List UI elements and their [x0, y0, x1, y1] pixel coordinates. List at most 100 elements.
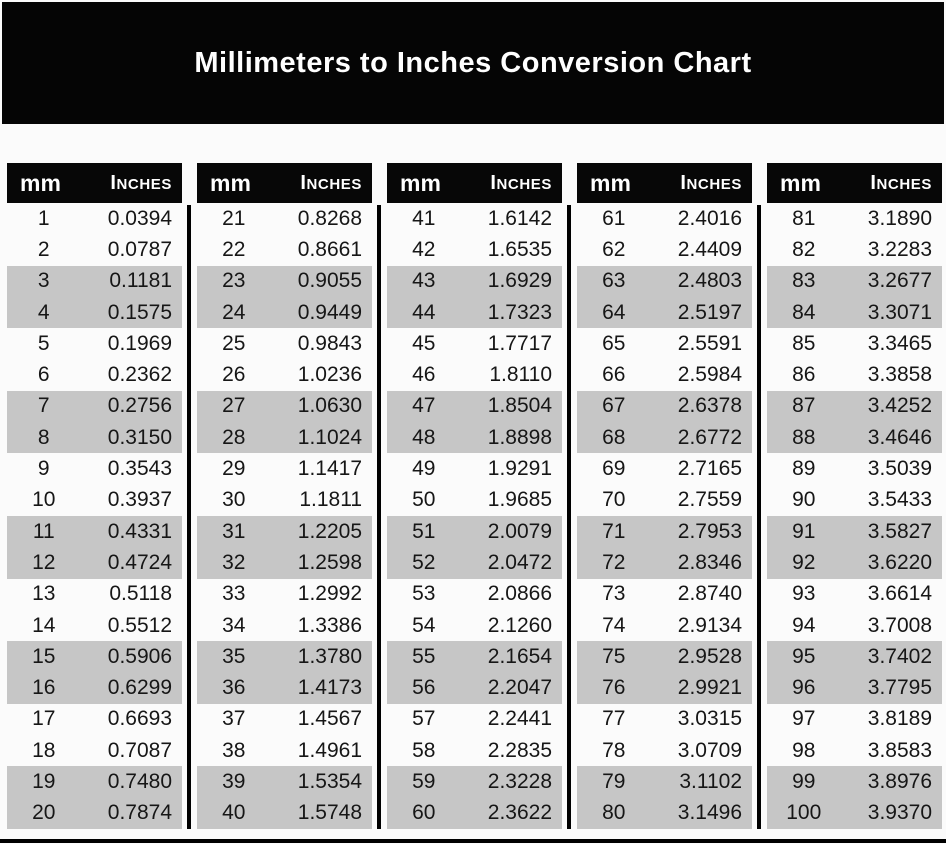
- inches-cell: 1.3386: [297, 613, 362, 637]
- mm-cell: 28: [222, 425, 246, 449]
- mm-cell: 41: [412, 206, 436, 230]
- inches-cell: 3.5827: [867, 519, 932, 543]
- table-row: 100 3.9370: [767, 797, 942, 829]
- table-row: 68 2.6772: [577, 422, 752, 454]
- mm-cell: 65: [602, 331, 626, 355]
- inches-cell: 2.2047: [487, 676, 552, 700]
- table-row: 39 1.5354: [197, 766, 372, 798]
- table-row: 85 3.3465: [767, 328, 942, 359]
- table-row: 63 2.4803: [577, 265, 752, 297]
- inches-cell: 2.9134: [677, 613, 742, 637]
- inches-cell: 3.3858: [867, 363, 932, 387]
- table-row: 25 0.9843: [197, 328, 372, 359]
- inches-cell: 0.1181: [109, 269, 172, 293]
- inches-cell: 1.6535: [487, 237, 552, 261]
- mm-cell: 32: [222, 550, 246, 574]
- mm-cell: 3: [37, 269, 50, 293]
- mm-cell: 9: [37, 457, 50, 481]
- table-row: 76 2.9921: [577, 672, 752, 704]
- table-row: 38 1.4961: [197, 735, 372, 766]
- table-row: 33 1.2992: [197, 579, 372, 610]
- mm-cell: 56: [412, 676, 436, 700]
- table-row: 3 0.1181: [7, 265, 182, 297]
- inches-cell: 3.8583: [867, 738, 932, 762]
- mm-cell: 80: [602, 801, 626, 825]
- inches-cell: 0.5906: [107, 644, 172, 668]
- table-panel-4: mm INCHES 61 2.4016 62 2.4409 63 2.4803 64 2.5197…: [577, 163, 752, 829]
- inches-cell: 0.2756: [107, 394, 172, 418]
- inches-cell: 2.1654: [487, 644, 552, 668]
- table-row: 21 0.8268: [197, 203, 372, 234]
- inches-cell: 2.7165: [677, 457, 742, 481]
- mm-cell: 93: [792, 582, 816, 606]
- table-row: 20 0.7874: [7, 797, 182, 829]
- mm-cell: 23: [222, 269, 246, 293]
- mm-cell: 29: [222, 457, 246, 481]
- column-divider-line: [757, 205, 761, 829]
- table-row: 18 0.7087: [7, 735, 182, 766]
- mm-cell: 51: [412, 519, 436, 543]
- table-row: 17 0.6693: [7, 704, 182, 735]
- mm-cell: 39: [222, 769, 246, 793]
- table-row: 99 3.8976: [767, 766, 942, 798]
- mm-cell: 16: [32, 676, 56, 700]
- mm-cell: 15: [32, 644, 56, 668]
- inches-cell: 0.4331: [107, 519, 172, 543]
- mm-cell: 22: [222, 237, 246, 261]
- inches-header-initial: I: [490, 171, 497, 194]
- mm-cell: 60: [412, 801, 436, 825]
- table-row: 83 3.2677: [767, 265, 942, 297]
- table-row: 12 0.4724: [7, 547, 182, 579]
- inches-cell: 3.2677: [867, 269, 932, 293]
- inches-column-header: INCHES: [654, 172, 752, 195]
- table-row: 66 2.5984: [577, 359, 752, 390]
- mm-cell: 43: [412, 269, 436, 293]
- table-row: 4 0.1575: [7, 296, 182, 329]
- table-row: 77 3.0315: [577, 704, 752, 735]
- table-panel-3: mm INCHES 41 1.6142 42 1.6535 43 1.6929 44 1.7323…: [387, 163, 562, 829]
- table-row: 67 2.6378: [577, 390, 752, 423]
- table-row: 73 2.8740: [577, 579, 752, 610]
- mm-cell: 2: [37, 237, 50, 261]
- table-row: 44 1.7323: [387, 296, 562, 329]
- inches-cell: 1.4173: [297, 676, 362, 700]
- title-banner: Millimeters to Inches Conversion Chart: [2, 2, 944, 124]
- inches-cell: 1.8110: [489, 363, 552, 387]
- mm-cell: 7: [37, 394, 50, 418]
- table-row: 22 0.8661: [197, 234, 372, 265]
- inches-cell: 0.1575: [107, 300, 172, 324]
- mm-cell: 72: [602, 550, 626, 574]
- mm-cell: 17: [32, 707, 56, 731]
- mm-cell: 25: [222, 331, 246, 355]
- mm-cell: 53: [412, 582, 436, 606]
- inches-cell: 0.4724: [107, 550, 172, 574]
- mm-cell: 11: [32, 519, 55, 543]
- mm-cell: 94: [792, 613, 816, 637]
- table-row: 26 1.0236: [197, 359, 372, 390]
- mm-cell: 75: [602, 644, 626, 668]
- table-row: 97 3.8189: [767, 704, 942, 735]
- inches-cell: 3.6614: [867, 582, 932, 606]
- column-gap: [752, 163, 767, 829]
- table-header-row: mm INCHES: [7, 163, 182, 203]
- inches-header-smallcaps: NCHES: [496, 175, 552, 193]
- table-row: 40 1.5748: [197, 797, 372, 829]
- mm-cell: 27: [222, 394, 246, 418]
- mm-cell: 97: [792, 707, 816, 731]
- inches-cell: 3.1890: [867, 206, 932, 230]
- mm-cell: 88: [792, 425, 816, 449]
- mm-cell: 85: [792, 331, 816, 355]
- inches-cell: 1.2992: [297, 582, 362, 606]
- column-divider-line: [567, 205, 571, 829]
- inches-cell: 2.0472: [487, 550, 552, 574]
- inches-header-smallcaps: NCHES: [876, 175, 932, 193]
- table-row: 23 0.9055: [197, 265, 372, 297]
- inches-cell: 3.8976: [867, 769, 932, 793]
- inches-cell: 0.8661: [297, 237, 362, 261]
- table-row: 10 0.3937: [7, 485, 182, 516]
- mm-cell: 14: [32, 613, 56, 637]
- inches-cell: 3.5039: [867, 457, 932, 481]
- mm-cell: 99: [792, 769, 816, 793]
- mm-cell: 47: [412, 394, 436, 418]
